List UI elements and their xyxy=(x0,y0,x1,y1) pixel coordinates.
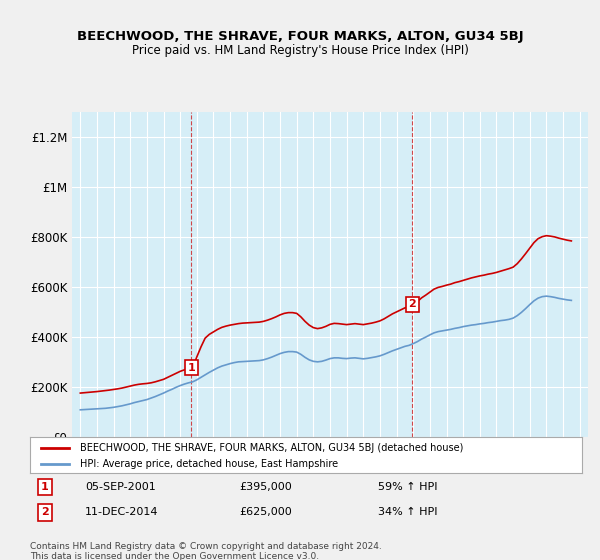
Text: BEECHWOOD, THE SHRAVE, FOUR MARKS, ALTON, GU34 5BJ (detached house): BEECHWOOD, THE SHRAVE, FOUR MARKS, ALTON… xyxy=(80,443,463,452)
Text: HPI: Average price, detached house, East Hampshire: HPI: Average price, detached house, East… xyxy=(80,459,338,469)
Text: 1: 1 xyxy=(41,482,49,492)
Text: 2: 2 xyxy=(409,300,416,309)
Text: 05-SEP-2001: 05-SEP-2001 xyxy=(85,482,156,492)
Text: £625,000: £625,000 xyxy=(240,507,293,517)
Text: BEECHWOOD, THE SHRAVE, FOUR MARKS, ALTON, GU34 5BJ: BEECHWOOD, THE SHRAVE, FOUR MARKS, ALTON… xyxy=(77,30,523,43)
Text: Price paid vs. HM Land Registry's House Price Index (HPI): Price paid vs. HM Land Registry's House … xyxy=(131,44,469,57)
Text: Contains HM Land Registry data © Crown copyright and database right 2024.
This d: Contains HM Land Registry data © Crown c… xyxy=(30,542,382,560)
Text: 34% ↑ HPI: 34% ↑ HPI xyxy=(378,507,437,517)
Text: £395,000: £395,000 xyxy=(240,482,293,492)
Text: 1: 1 xyxy=(187,362,195,372)
Text: 2: 2 xyxy=(41,507,49,517)
Text: 59% ↑ HPI: 59% ↑ HPI xyxy=(378,482,437,492)
Text: 11-DEC-2014: 11-DEC-2014 xyxy=(85,507,158,517)
